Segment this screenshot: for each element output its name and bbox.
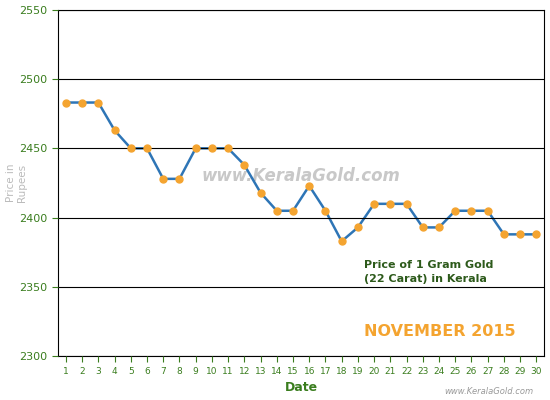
Text: NOVEMBER 2015: NOVEMBER 2015 bbox=[365, 324, 516, 339]
Point bbox=[370, 201, 378, 207]
Point bbox=[354, 224, 362, 231]
Point bbox=[434, 224, 443, 231]
Text: Price of 1 Gram Gold
(22 Carat) in Kerala: Price of 1 Gram Gold (22 Carat) in Keral… bbox=[365, 260, 494, 284]
Point bbox=[142, 145, 151, 152]
Point bbox=[451, 208, 460, 214]
Point bbox=[207, 145, 216, 152]
Point bbox=[191, 145, 200, 152]
Point bbox=[240, 162, 249, 168]
Point bbox=[419, 224, 427, 231]
Point bbox=[467, 208, 476, 214]
Point bbox=[62, 99, 70, 106]
Point bbox=[532, 231, 541, 238]
Point bbox=[305, 182, 314, 189]
Point bbox=[402, 201, 411, 207]
Y-axis label: Price in
Rupees: Price in Rupees bbox=[6, 164, 27, 202]
Point bbox=[175, 176, 184, 182]
Text: www.KeralaGold.com: www.KeralaGold.com bbox=[202, 167, 400, 185]
Point bbox=[386, 201, 395, 207]
Text: www.KeralaGold.com: www.KeralaGold.com bbox=[444, 387, 534, 396]
Point bbox=[224, 145, 233, 152]
Point bbox=[94, 99, 103, 106]
Point bbox=[256, 190, 265, 196]
Point bbox=[321, 208, 330, 214]
Point bbox=[159, 176, 168, 182]
Point bbox=[110, 127, 119, 134]
Point bbox=[289, 208, 298, 214]
Point bbox=[499, 231, 508, 238]
X-axis label: Date: Date bbox=[284, 382, 318, 394]
Point bbox=[78, 99, 86, 106]
Point bbox=[483, 208, 492, 214]
Point bbox=[126, 145, 135, 152]
Point bbox=[337, 238, 346, 244]
Point bbox=[516, 231, 525, 238]
Point bbox=[272, 208, 281, 214]
